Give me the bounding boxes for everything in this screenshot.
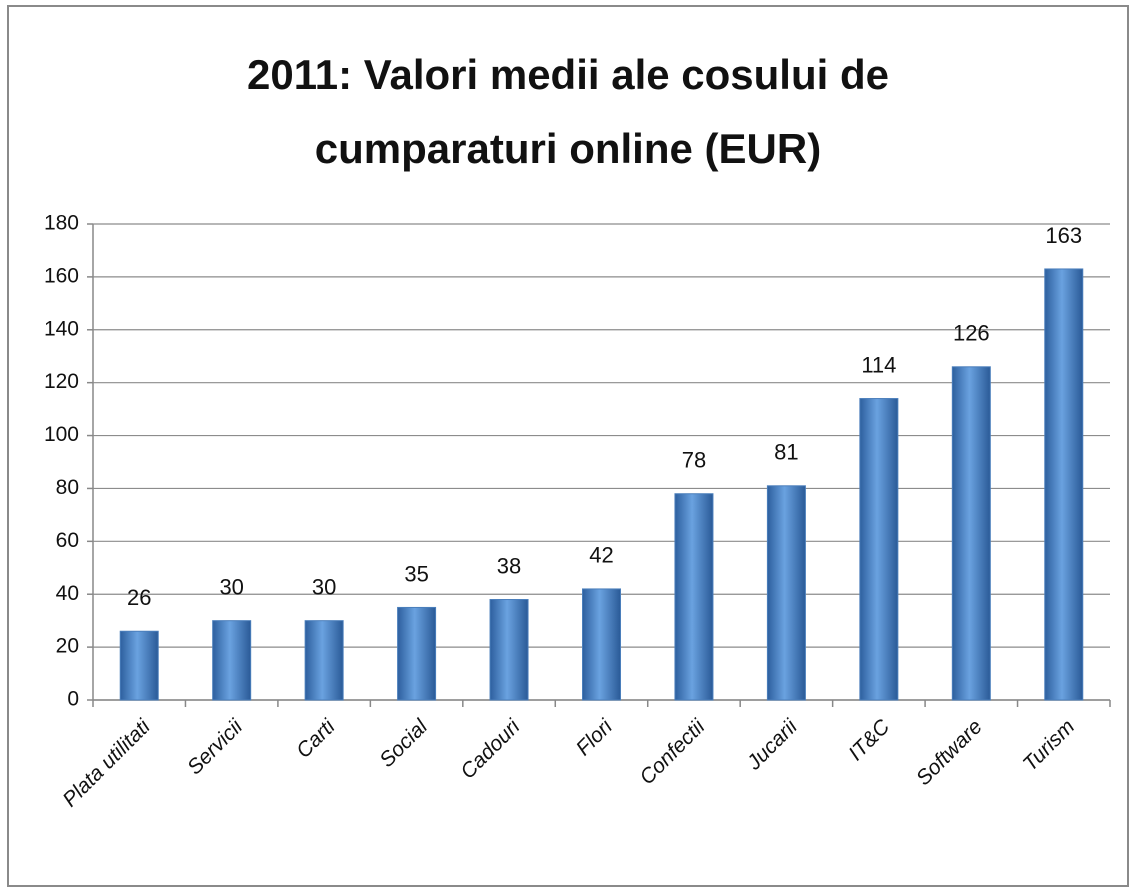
bar (397, 606, 437, 701)
value-label: 35 (404, 561, 428, 586)
bar (212, 620, 252, 701)
y-tick-label: 100 (44, 423, 79, 446)
bar (1044, 268, 1084, 701)
y-tick-label: 60 (56, 529, 79, 552)
bar (859, 398, 899, 701)
chart-frame (7, 5, 1129, 887)
bar (582, 588, 621, 701)
y-tick-label: 80 (56, 476, 79, 499)
value-label: 30 (219, 574, 243, 599)
bar (951, 366, 991, 701)
y-tick-label: 0 (67, 688, 79, 711)
bar (119, 630, 159, 701)
value-label: 42 (589, 543, 613, 568)
y-tick-label: 40 (56, 582, 79, 605)
value-label: 78 (682, 448, 706, 473)
y-tick-label: 120 (44, 370, 79, 393)
bar (304, 620, 344, 701)
y-tick-label: 180 (44, 212, 79, 235)
value-label: 163 (1045, 223, 1082, 248)
bar (766, 485, 806, 701)
value-label: 81 (774, 440, 798, 465)
y-tick-label: 20 (56, 635, 79, 658)
chart-title: 2011: Valori medii ale cosului de (247, 51, 889, 98)
value-label: 26 (127, 585, 151, 610)
value-label: 126 (953, 321, 990, 346)
value-label: 30 (312, 574, 336, 599)
y-tick-label: 160 (44, 264, 79, 287)
value-label: 114 (861, 352, 896, 377)
bar (674, 493, 714, 701)
value-label: 38 (497, 553, 521, 578)
chart-title: cumparaturi online (EUR) (315, 125, 821, 172)
y-tick-label: 140 (44, 317, 79, 340)
bar (489, 599, 529, 701)
